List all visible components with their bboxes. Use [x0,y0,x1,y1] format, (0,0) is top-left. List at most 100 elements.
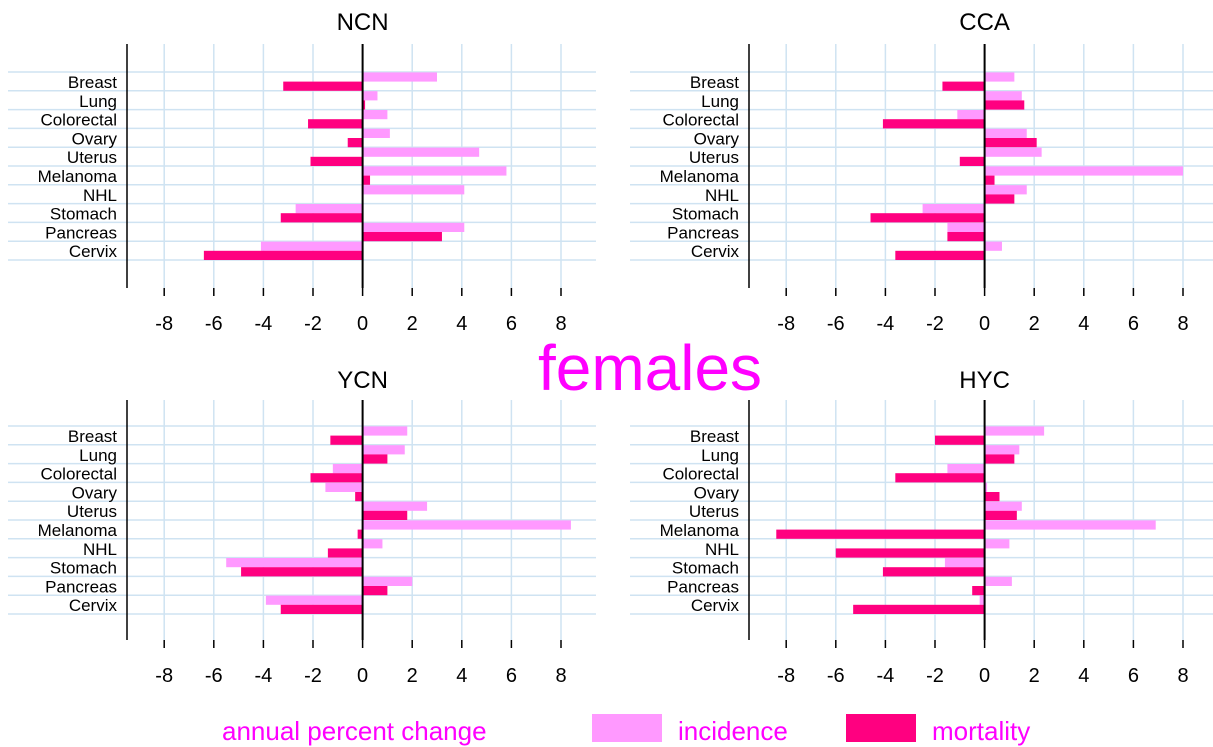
category-label-ovary: Ovary [72,483,118,502]
bar-mortality-colorectal [310,473,363,483]
x-tick-label: 6 [1128,313,1139,335]
bar-mortality-stomach [882,567,985,577]
bar-incidence-lung [362,91,378,101]
category-label-pancreas: Pancreas [45,577,117,596]
legend: annual percent change incidence mortalit… [222,714,1030,746]
category-label-stomach: Stomach [50,205,117,224]
bar-incidence-lung [984,91,1022,101]
x-tick-label: 2 [1029,665,1040,687]
bar-incidence-colorectal [362,110,388,120]
bar-mortality-uterus [984,510,1017,520]
bar-mortality-cervix [280,604,363,614]
panel-ncn: BreastLungColorectalOvaryUterusMelanomaN… [8,9,596,335]
x-tick-label: -6 [827,313,845,335]
bar-mortality-nhl [327,548,363,558]
x-tick-label: 6 [506,665,517,687]
category-label-stomach: Stomach [672,205,739,224]
bar-mortality-lung [362,100,366,110]
panel-title-ncn: NCN [337,9,389,36]
bar-incidence-cervix [260,241,363,251]
category-label-stomach: Stomach [672,559,739,578]
bar-incidence-nhl [362,185,465,195]
bar-incidence-cervix [984,241,1002,251]
category-label-melanoma: Melanoma [38,167,118,186]
legend-mortality-swatch [846,714,916,742]
x-tick-label: -4 [255,665,273,687]
legend-incidence-swatch [592,714,662,742]
bar-mortality-nhl [984,194,1015,204]
category-label-breast: Breast [690,73,739,92]
bar-incidence-breast [362,72,437,82]
bar-mortality-lung [984,454,1015,464]
category-label-breast: Breast [690,427,739,446]
bar-incidence-stomach [226,558,363,568]
bar-incidence-uterus [362,501,428,511]
category-label-ovary: Ovary [72,129,118,148]
bar-mortality-pancreas [947,232,985,242]
bar-incidence-colorectal [947,464,985,474]
category-label-uterus: Uterus [689,502,739,521]
bar-incidence-ovary [325,482,363,492]
category-label-ovary: Ovary [694,129,740,148]
category-label-breast: Breast [68,427,117,446]
category-label-lung: Lung [79,446,117,465]
bar-incidence-melanoma [362,520,571,530]
panels-group: BreastLungColorectalOvaryUterusMelanomaN… [8,9,1213,687]
category-label-melanoma: Melanoma [660,167,740,186]
bar-mortality-uterus [362,510,408,520]
bar-incidence-cervix [979,595,985,605]
x-tick-label: -8 [777,665,795,687]
category-label-uterus: Uterus [67,502,117,521]
x-tick-label: -8 [777,313,795,335]
center-label: females [538,332,762,404]
bar-mortality-ovary [984,492,1000,502]
bar-mortality-cervix [895,250,985,260]
category-label-ovary: Ovary [694,483,740,502]
category-label-pancreas: Pancreas [45,223,117,242]
bar-incidence-lung [362,445,405,455]
bar-mortality-uterus [310,156,363,166]
category-label-breast: Breast [68,73,117,92]
bar-incidence-ovary [984,482,988,492]
x-tick-label: -6 [205,665,223,687]
bar-incidence-ovary [984,128,1027,138]
category-label-cervix: Cervix [691,596,740,615]
x-tick-label: 0 [357,665,368,687]
panel-hyc: BreastLungColorectalOvaryUterusMelanomaN… [630,367,1213,687]
x-tick-label: 6 [506,313,517,335]
x-tick-label: -4 [255,313,273,335]
bar-incidence-stomach [944,558,985,568]
bar-mortality-ovary [984,138,1037,148]
panel-ycn: BreastLungColorectalOvaryUterusMelanomaN… [8,367,596,687]
bar-mortality-lung [362,454,388,464]
category-label-melanoma: Melanoma [660,521,740,540]
category-label-colorectal: Colorectal [40,465,117,484]
bar-mortality-melanoma [357,529,363,539]
x-tick-label: 8 [1177,665,1188,687]
bar-mortality-cervix [203,250,363,260]
x-tick-label: -2 [304,313,322,335]
bar-mortality-breast [283,81,363,91]
x-tick-label: 4 [456,665,467,687]
x-tick-label: -6 [205,313,223,335]
bar-mortality-nhl [835,548,985,558]
bar-mortality-colorectal [308,119,363,129]
bar-mortality-stomach [280,213,363,223]
panel-title-hyc: HYC [959,367,1010,394]
bar-incidence-pancreas [362,222,465,232]
bar-incidence-cervix [265,595,363,605]
legend-incidence-label: incidence [678,716,788,746]
category-label-pancreas: Pancreas [667,223,739,242]
x-tick-label: 2 [407,665,418,687]
bar-mortality-pancreas [972,586,985,596]
panel-title-cca: CCA [959,9,1010,36]
category-label-stomach: Stomach [50,559,117,578]
bar-mortality-ovary [347,138,363,148]
category-label-colorectal: Colorectal [40,111,117,130]
category-label-pancreas: Pancreas [667,577,739,596]
panel-cca: BreastLungColorectalOvaryUterusMelanomaN… [630,9,1213,335]
category-label-cervix: Cervix [69,596,118,615]
x-tick-label: -2 [926,665,944,687]
x-tick-label: 4 [456,313,467,335]
